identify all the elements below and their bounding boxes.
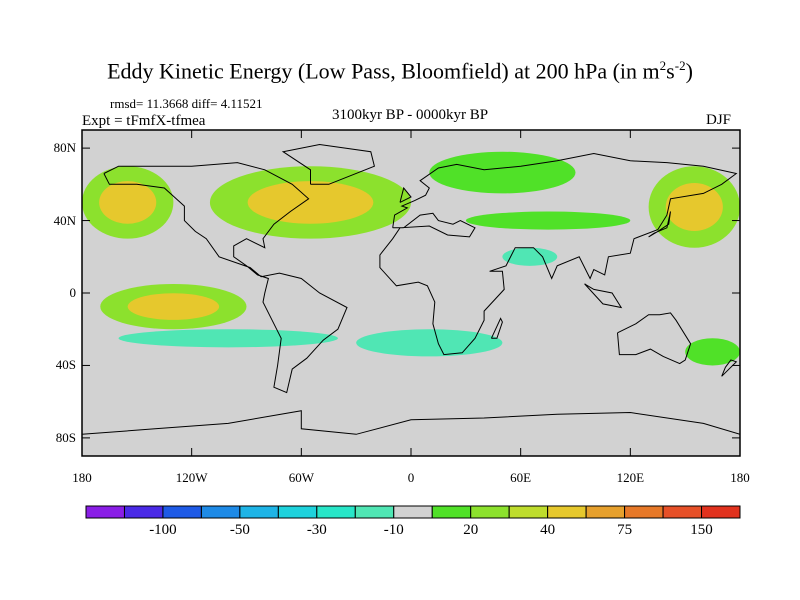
coastline-8: [399, 186, 412, 203]
colorbar-swatch: [624, 505, 664, 519]
lon-label: 120W: [175, 470, 208, 485]
lat-label: 80N: [53, 140, 76, 156]
coastline-6: [584, 283, 623, 309]
rmsd-stats: rmsd= 11.3668 diff= 4.11521: [110, 96, 263, 111]
lon-label: 180: [730, 470, 750, 485]
colorbar-label: -30: [306, 522, 327, 538]
period-label: 3100kyr BP - 0000kyr BP: [331, 107, 489, 123]
lat-label: 0: [69, 285, 77, 300]
lon-label: 180: [72, 470, 92, 485]
colorbar-swatch: [662, 505, 703, 519]
colorbar-label: 75: [617, 522, 633, 538]
experiment-label: Expt = tFmfX-tfmea: [82, 113, 206, 129]
coastlines: [82, 143, 740, 435]
colorbar-label: -100: [149, 522, 177, 538]
colorbar-swatch: [123, 505, 164, 519]
field-core-2: [247, 181, 374, 224]
colorbar-swatch: [470, 505, 510, 519]
axis-ticks: [81, 130, 741, 456]
coastline-2: [617, 312, 692, 365]
field-core-1: [99, 181, 157, 224]
coastline-9: [721, 359, 738, 377]
colorbar-swatch: [701, 505, 741, 519]
coastline-1: [379, 152, 738, 356]
colorbar-swatch: [585, 505, 626, 519]
field-region-6: [118, 329, 338, 348]
lat-label: 80S: [55, 429, 76, 445]
field-core-5: [127, 293, 220, 320]
colorbar: [85, 505, 741, 519]
coastline-7: [490, 317, 503, 339]
colorbar-swatch: [508, 505, 549, 519]
field-region-7: [356, 329, 503, 357]
field-region-9: [685, 338, 740, 366]
field-region-3: [429, 151, 576, 194]
field-region-4: [465, 211, 631, 230]
colorbar-swatch: [277, 505, 318, 519]
colorbar-label: 20: [463, 522, 479, 538]
colorbar-label: -10: [383, 522, 404, 538]
colorbar-swatch: [85, 505, 125, 519]
coastline-3: [281, 143, 375, 185]
colorbar-swatch: [431, 505, 472, 519]
season-label: DJF: [706, 112, 732, 128]
colorbar-swatch: [354, 505, 395, 519]
field-core-0: [665, 183, 723, 231]
colorbar-swatch: [316, 505, 356, 519]
coastline-4: [82, 410, 740, 435]
colorbar-swatch: [239, 505, 279, 519]
field-region-8: [502, 247, 558, 266]
colorbar-swatch: [547, 505, 587, 519]
colorbar-swatch: [393, 505, 433, 519]
chart-title: Eddy Kinetic Energy (Low Pass, Bloomfiel…: [107, 58, 693, 84]
colorbar-label: 40: [540, 522, 556, 538]
colorbar-label: 150: [690, 522, 713, 538]
colorbar-swatch: [200, 505, 241, 519]
colorbar-swatch: [162, 505, 202, 519]
lon-label: 120E: [616, 470, 645, 485]
lat-label: 40S: [55, 357, 76, 373]
coastline-0: [103, 162, 348, 394]
ekf-field: [82, 151, 740, 366]
lat-label: 40N: [53, 212, 76, 228]
coastline-5: [648, 211, 671, 238]
lon-label: 0: [407, 470, 415, 485]
lon-label: 60E: [510, 470, 532, 485]
lon-label: 60W: [288, 470, 314, 485]
colorbar-label: -50: [229, 522, 250, 538]
